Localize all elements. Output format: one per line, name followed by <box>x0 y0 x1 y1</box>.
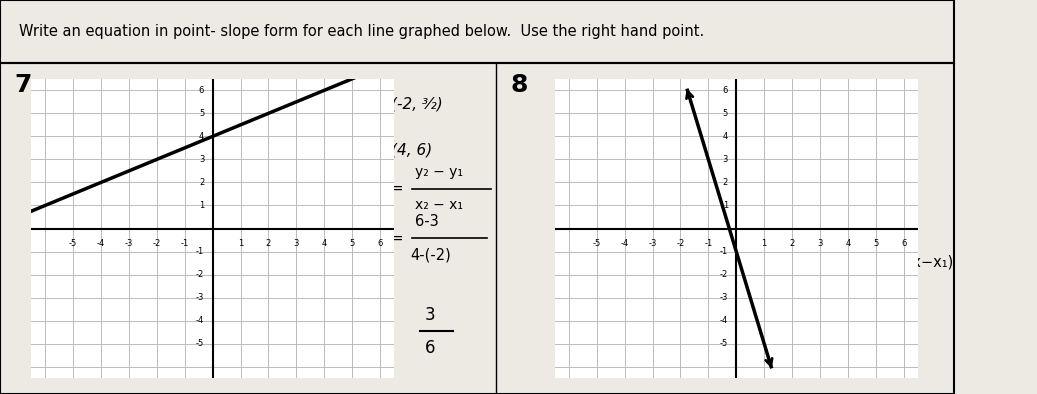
Text: 5: 5 <box>723 109 728 118</box>
Text: -3: -3 <box>196 293 204 302</box>
Text: -5: -5 <box>720 339 728 348</box>
Text: 4-(-2): 4-(-2) <box>411 247 451 262</box>
Text: -3: -3 <box>720 293 728 302</box>
Text: y₂ − y₁: y₂ − y₁ <box>415 165 463 179</box>
Text: 1: 1 <box>761 239 766 248</box>
Text: 4: 4 <box>199 132 204 141</box>
Text: 6: 6 <box>723 86 728 95</box>
Text: 3: 3 <box>723 155 728 164</box>
Text: 6: 6 <box>901 239 906 248</box>
Text: -5: -5 <box>68 239 77 248</box>
Text: -3: -3 <box>648 239 656 248</box>
Text: 6: 6 <box>377 239 383 248</box>
Text: 6: 6 <box>424 339 436 357</box>
Text: (4, 6): (4, 6) <box>391 143 432 158</box>
Text: 2: 2 <box>723 178 728 187</box>
Text: -1: -1 <box>720 247 728 256</box>
Text: 8: 8 <box>510 73 528 97</box>
Text: 5: 5 <box>349 239 355 248</box>
Text: -4: -4 <box>96 239 105 248</box>
Text: Y− Y₁ =m(x−x₁): Y− Y₁ =m(x−x₁) <box>835 255 953 270</box>
Text: 3: 3 <box>199 155 204 164</box>
Text: 2: 2 <box>789 239 794 248</box>
Text: x₂ − x₁: x₂ − x₁ <box>415 198 463 212</box>
Text: (-2, ³⁄₂): (-2, ³⁄₂) <box>391 96 443 111</box>
Text: m=: m= <box>376 231 404 246</box>
Text: -2: -2 <box>720 270 728 279</box>
Text: 4: 4 <box>845 239 850 248</box>
Text: 2: 2 <box>199 178 204 187</box>
Text: -3: -3 <box>124 239 133 248</box>
Text: 3: 3 <box>424 306 436 323</box>
Text: -2: -2 <box>196 270 204 279</box>
Text: 3: 3 <box>817 239 822 248</box>
Text: -4: -4 <box>720 316 728 325</box>
Text: -4: -4 <box>620 239 628 248</box>
Text: 4: 4 <box>723 132 728 141</box>
Text: (-1, ¾): (-1, ¾) <box>853 143 905 158</box>
Text: -1: -1 <box>704 239 712 248</box>
Text: -2: -2 <box>152 239 161 248</box>
Text: 1: 1 <box>237 239 243 248</box>
Text: 4: 4 <box>321 239 327 248</box>
Text: 6: 6 <box>199 86 204 95</box>
Text: 5: 5 <box>873 239 878 248</box>
Text: 7: 7 <box>15 73 32 97</box>
Text: -5: -5 <box>196 339 204 348</box>
Text: (1,-5): (1,-5) <box>853 89 896 104</box>
Text: m=: m= <box>376 181 404 196</box>
Text: -1: -1 <box>180 239 189 248</box>
Text: -1: -1 <box>196 247 204 256</box>
Text: -4: -4 <box>196 316 204 325</box>
Text: 5: 5 <box>199 109 204 118</box>
Text: -5: -5 <box>592 239 600 248</box>
Text: 1: 1 <box>199 201 204 210</box>
Text: 2: 2 <box>265 239 271 248</box>
Text: -2: -2 <box>676 239 684 248</box>
Text: 3: 3 <box>293 239 299 248</box>
Text: 6-3: 6-3 <box>415 214 439 229</box>
Text: Write an equation in point- slope form for each line graphed below.  Use the rig: Write an equation in point- slope form f… <box>19 24 704 39</box>
Text: 1: 1 <box>723 201 728 210</box>
